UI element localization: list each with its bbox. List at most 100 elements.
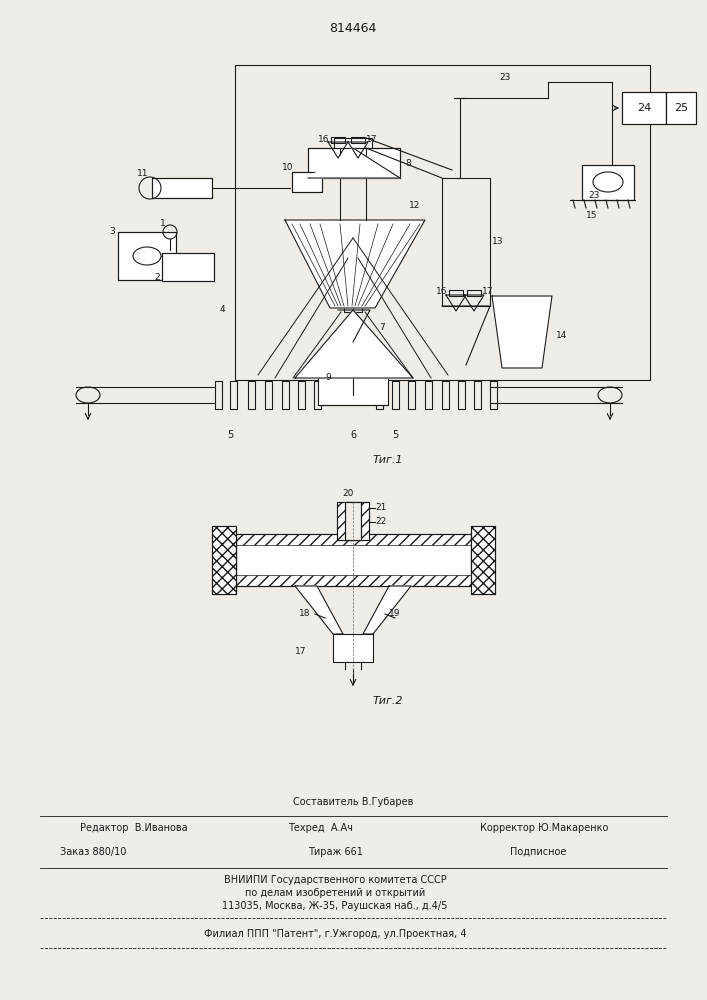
Bar bbox=[235, 65, 650, 380]
Polygon shape bbox=[492, 296, 552, 368]
Bar bbox=[334, 138, 372, 150]
Bar bbox=[442, 381, 449, 409]
Bar bbox=[337, 502, 369, 540]
Text: 21: 21 bbox=[375, 504, 387, 512]
Polygon shape bbox=[295, 586, 343, 634]
Bar bbox=[230, 381, 237, 409]
Bar bbox=[408, 381, 415, 409]
Bar bbox=[236, 534, 471, 586]
Text: по делам изобретений и открытий: по делам изобретений и открытий bbox=[245, 888, 425, 898]
Text: 10: 10 bbox=[282, 163, 293, 172]
Bar bbox=[162, 253, 214, 281]
Bar bbox=[265, 381, 272, 409]
Text: 13: 13 bbox=[492, 237, 504, 246]
Bar bbox=[248, 381, 255, 409]
Bar bbox=[308, 148, 400, 178]
Text: Τиг.1: Τиг.1 bbox=[373, 455, 403, 465]
Text: Тираж 661: Тираж 661 bbox=[308, 847, 363, 857]
Text: Редактор  В.Иванова: Редактор В.Иванова bbox=[80, 823, 187, 833]
Bar bbox=[152, 178, 212, 198]
Bar bbox=[152, 178, 212, 198]
Bar bbox=[215, 381, 222, 409]
Bar bbox=[351, 137, 365, 143]
Text: 8: 8 bbox=[405, 159, 411, 168]
Bar bbox=[298, 381, 305, 409]
Text: Филиал ППП "Патент", г.Ужгород, ул.Проектная, 4: Филиал ППП "Патент", г.Ужгород, ул.Проек… bbox=[204, 929, 466, 939]
Text: 113035, Москва, Ж-35, Раушская наб., д.4/5: 113035, Москва, Ж-35, Раушская наб., д.4… bbox=[222, 901, 448, 911]
Text: 18: 18 bbox=[299, 609, 311, 618]
Polygon shape bbox=[295, 310, 413, 378]
Bar bbox=[118, 232, 176, 280]
Bar bbox=[236, 534, 471, 545]
Bar bbox=[308, 148, 400, 178]
Text: 5: 5 bbox=[227, 430, 233, 440]
Text: Составитель В.Губарев: Составитель В.Губарев bbox=[293, 797, 413, 807]
Polygon shape bbox=[285, 220, 425, 308]
Text: 14: 14 bbox=[556, 330, 568, 340]
Bar bbox=[467, 290, 481, 296]
Bar bbox=[337, 502, 369, 540]
Text: 12: 12 bbox=[409, 200, 421, 210]
Bar bbox=[622, 92, 666, 124]
Text: 814464: 814464 bbox=[329, 21, 377, 34]
Bar bbox=[282, 381, 289, 409]
Text: 25: 25 bbox=[674, 103, 688, 113]
Ellipse shape bbox=[133, 247, 161, 265]
Bar bbox=[236, 534, 471, 586]
Text: 4: 4 bbox=[219, 306, 225, 314]
Text: 23: 23 bbox=[499, 74, 510, 83]
Bar bbox=[449, 290, 463, 296]
Bar bbox=[212, 526, 236, 594]
Ellipse shape bbox=[593, 172, 623, 192]
Bar bbox=[666, 92, 696, 124]
Bar bbox=[236, 575, 471, 586]
Text: 17: 17 bbox=[296, 648, 307, 656]
Text: 17: 17 bbox=[366, 134, 378, 143]
Bar bbox=[458, 381, 465, 409]
Text: 23: 23 bbox=[588, 190, 600, 200]
Bar bbox=[582, 165, 634, 200]
Text: ВНИИПИ Государственного комитета СССР: ВНИИПИ Государственного комитета СССР bbox=[223, 875, 446, 885]
Bar bbox=[622, 92, 666, 124]
Text: Заказ 880/10: Заказ 880/10 bbox=[60, 847, 127, 857]
Text: 2: 2 bbox=[154, 273, 160, 282]
Bar bbox=[318, 375, 388, 405]
Bar bbox=[212, 526, 236, 594]
Text: 24: 24 bbox=[637, 103, 651, 113]
Bar bbox=[582, 165, 634, 200]
Bar bbox=[474, 381, 481, 409]
Text: 16: 16 bbox=[318, 134, 329, 143]
Bar bbox=[471, 526, 495, 594]
Bar bbox=[344, 307, 362, 312]
Bar bbox=[331, 137, 345, 143]
Bar bbox=[292, 172, 322, 192]
Bar bbox=[471, 526, 495, 594]
Bar bbox=[471, 526, 495, 594]
Bar bbox=[666, 92, 696, 124]
Bar bbox=[212, 526, 236, 594]
Bar bbox=[345, 502, 361, 540]
Bar bbox=[292, 172, 322, 192]
Text: 9: 9 bbox=[325, 373, 331, 382]
Polygon shape bbox=[363, 586, 411, 634]
Text: 22: 22 bbox=[375, 518, 387, 526]
Text: 3: 3 bbox=[109, 227, 115, 235]
Text: 7: 7 bbox=[379, 324, 385, 332]
Polygon shape bbox=[333, 634, 373, 662]
Text: 16: 16 bbox=[436, 288, 448, 296]
Text: 5: 5 bbox=[392, 430, 398, 440]
Bar bbox=[314, 381, 321, 409]
Bar bbox=[162, 253, 214, 281]
Text: 20: 20 bbox=[342, 489, 354, 498]
Bar bbox=[118, 232, 176, 280]
Bar bbox=[442, 178, 490, 306]
Text: 15: 15 bbox=[586, 212, 597, 221]
Text: 17: 17 bbox=[482, 288, 493, 296]
Text: Подписное: Подписное bbox=[510, 847, 566, 857]
Text: 6: 6 bbox=[350, 430, 356, 440]
Text: Корректор Ю.Макаренко: Корректор Ю.Макаренко bbox=[480, 823, 609, 833]
Bar bbox=[345, 502, 361, 540]
Text: 11: 11 bbox=[137, 169, 148, 178]
Bar bbox=[376, 381, 383, 409]
Bar bbox=[490, 381, 497, 409]
